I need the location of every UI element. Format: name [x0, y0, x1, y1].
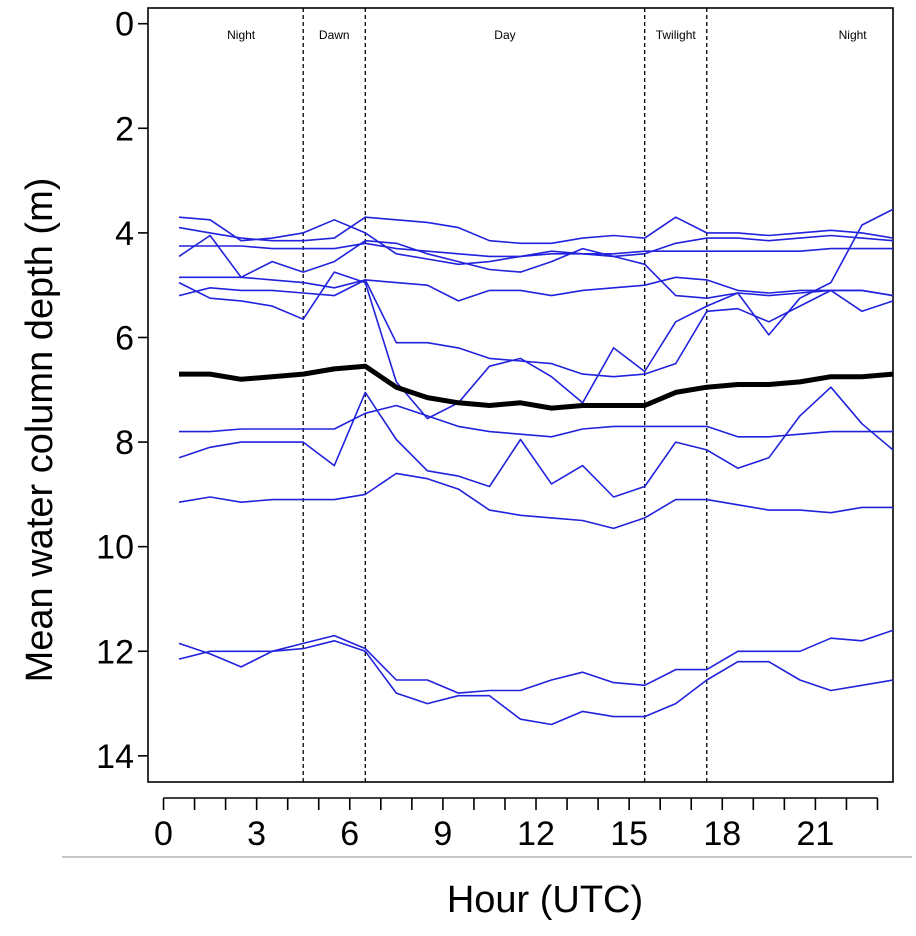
x-axis-label: Hour (UTC)	[447, 879, 643, 921]
series-line-4	[178, 234, 894, 300]
series-lines	[178, 208, 894, 726]
series-line-12	[178, 639, 894, 726]
x-tick-label-15: 15	[610, 815, 648, 853]
y-tick-label-4: 4	[115, 215, 134, 253]
period-label-4: Night	[839, 28, 868, 42]
period-boundaries: Night Dawn Day Twilight Night	[227, 8, 867, 782]
series-line-2	[178, 216, 894, 245]
y-tick-label-10: 10	[96, 529, 134, 567]
plot-frame	[147, 7, 894, 783]
series-line-1	[178, 216, 894, 266]
x-tick-label-18: 18	[703, 815, 741, 853]
x-tick-label-3: 3	[247, 815, 266, 853]
series-line-3	[179, 242, 893, 258]
x-tick-label-0: 0	[154, 815, 173, 853]
mean-line	[179, 363, 894, 411]
period-label-1: Dawn	[319, 28, 350, 42]
series-line-6	[178, 279, 894, 378]
y-axis-label: Mean water column depth (m)	[19, 178, 61, 683]
y-tick-label-14: 14	[96, 738, 134, 776]
series-line-11	[178, 629, 894, 694]
x-tick-label-21: 21	[796, 815, 834, 853]
mean-depth-line	[179, 363, 894, 411]
y-tick-label-8: 8	[115, 424, 134, 462]
x-tick-label-12: 12	[517, 815, 555, 853]
y-tick-label-12: 12	[96, 633, 134, 671]
series-line-9	[178, 386, 894, 498]
series-line-10	[178, 472, 893, 530]
period-label-0: Night	[227, 28, 256, 42]
series-line-8	[179, 404, 893, 438]
y-tick-label-0: 0	[115, 6, 134, 44]
series-line-7	[178, 208, 894, 420]
axes: 0 2 4 6 8 10 12 14 0 3 6 9 12 15 18 21	[96, 6, 879, 853]
x-tick-label-9: 9	[433, 815, 452, 853]
y-tick-label-6: 6	[115, 319, 134, 357]
y-tick-label-2: 2	[115, 110, 134, 148]
x-tick-label-6: 6	[340, 815, 359, 853]
period-label-3: Twilight	[656, 28, 697, 42]
period-label-2: Day	[494, 28, 515, 42]
series-line-5	[179, 276, 894, 302]
